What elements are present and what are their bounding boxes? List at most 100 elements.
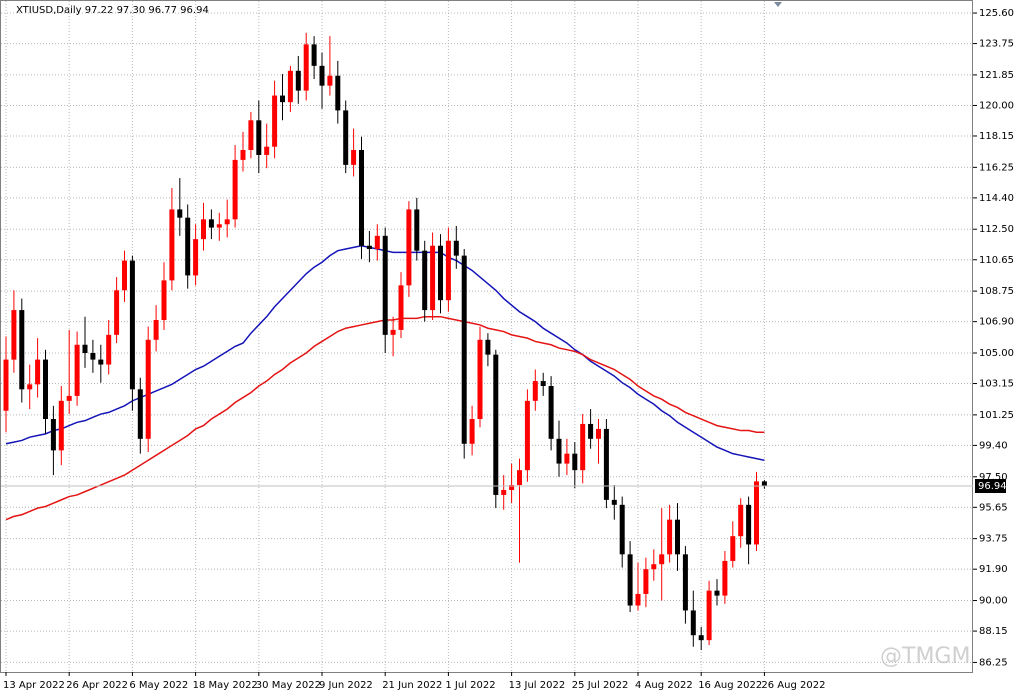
candle-body	[382, 235, 388, 335]
candle-body	[295, 70, 301, 91]
y-tick-label: 105.00	[979, 348, 1014, 359]
candle-body	[477, 339, 483, 420]
candle-body	[193, 239, 199, 276]
candle-body	[287, 70, 293, 103]
y-tick-label: 97.50	[979, 472, 1008, 483]
candle-body	[714, 590, 720, 596]
candle-body	[232, 159, 238, 220]
candle-body	[675, 519, 680, 555]
candle-body	[706, 590, 712, 641]
y-tick-label: 90.00	[979, 596, 1008, 607]
candle-body	[374, 235, 380, 250]
last-price-label: 96.94	[978, 481, 1007, 492]
y-tick-label: 93.75	[979, 534, 1008, 545]
candle-body	[208, 219, 214, 228]
candle-body	[66, 395, 72, 401]
candle-body	[722, 560, 728, 596]
x-tick-label: 1 Jul 2022	[445, 680, 495, 691]
candle-body	[469, 419, 475, 444]
candle-body	[161, 280, 167, 320]
plot-frame	[0, 0, 973, 673]
y-tick-label: 121.85	[979, 70, 1014, 81]
candle-body	[27, 384, 33, 390]
x-tick-label: 25 Jul 2022	[572, 680, 629, 691]
candle-body	[351, 150, 357, 165]
y-tick-label: 116.25	[979, 162, 1014, 173]
candle-body	[216, 224, 222, 228]
candle-body	[596, 428, 601, 439]
candle-body	[667, 519, 673, 555]
candle-body	[390, 329, 396, 335]
candle-body	[509, 485, 515, 490]
candle-body	[280, 95, 285, 103]
candle-body	[122, 260, 127, 291]
candle-body	[651, 564, 657, 570]
candle-body	[256, 120, 262, 155]
y-tick-label: 108.75	[979, 286, 1014, 297]
candle-body	[540, 381, 546, 387]
candle-body	[35, 359, 41, 385]
y-tick-label: 99.40	[979, 440, 1008, 451]
candle-body	[58, 400, 64, 451]
candle-body	[106, 334, 112, 365]
x-tick-label: 9 Jun 2022	[319, 680, 373, 691]
candle-body	[335, 75, 341, 111]
candle-body	[580, 423, 586, 471]
candle-body	[501, 489, 507, 495]
y-tick-label: 103.15	[979, 379, 1014, 390]
candle-body	[359, 150, 364, 246]
candle-body	[90, 352, 96, 360]
y-tick-label: 112.50	[979, 224, 1014, 235]
candle-body	[406, 209, 412, 286]
candle-body	[201, 219, 206, 240]
candle-body	[659, 554, 665, 565]
candle-body	[738, 504, 744, 537]
candle-body	[74, 344, 80, 396]
x-tick-label: 16 Aug 2022	[698, 680, 762, 691]
y-tick-label: 114.40	[979, 193, 1014, 204]
candle-body	[730, 536, 736, 561]
candle-body	[517, 470, 522, 486]
candle-body	[603, 428, 609, 500]
candle-body	[682, 554, 688, 611]
x-tick-label: 13 Apr 2022	[3, 680, 65, 691]
candle-body	[556, 438, 562, 464]
x-tick-label: 21 Jun 2022	[382, 680, 442, 691]
candle-body	[343, 110, 349, 165]
candle-body	[11, 310, 17, 360]
y-tick-label: 95.65	[979, 502, 1008, 513]
candle-body	[129, 260, 135, 390]
last-price-box	[975, 479, 1006, 494]
candle-body	[272, 95, 278, 147]
candle-body	[422, 250, 428, 311]
candle-body	[311, 44, 317, 66]
candle-body	[611, 499, 617, 505]
candle-body	[3, 359, 9, 411]
x-tick-label: 18 May 2022	[193, 680, 258, 691]
x-tick-label: 4 Aug 2022	[635, 680, 693, 691]
candle-body	[564, 453, 570, 464]
candle-body	[746, 504, 752, 545]
candle-body	[493, 354, 499, 495]
candle-body	[145, 339, 151, 439]
candle-body	[224, 219, 230, 225]
y-tick-label: 106.90	[979, 317, 1014, 328]
candle-body	[398, 285, 404, 330]
candle-body	[264, 146, 270, 155]
chart-header: XTIUSD,Daily 97.22 97.30 96.77 96.94	[16, 5, 209, 16]
candle-body	[690, 610, 696, 636]
candle-body	[153, 319, 159, 340]
candle-body	[169, 209, 175, 281]
candle-body	[327, 75, 333, 86]
candle-body	[248, 120, 254, 151]
watermark: @TMGM	[880, 644, 970, 669]
candle-body	[319, 65, 325, 86]
candle-body	[240, 150, 246, 160]
candle-body	[137, 389, 143, 439]
candle-body	[761, 481, 767, 487]
candle-body	[698, 635, 704, 641]
candle-body	[461, 255, 467, 444]
candle-body	[572, 453, 578, 471]
candle-body	[635, 593, 641, 606]
candle-body	[366, 245, 372, 250]
